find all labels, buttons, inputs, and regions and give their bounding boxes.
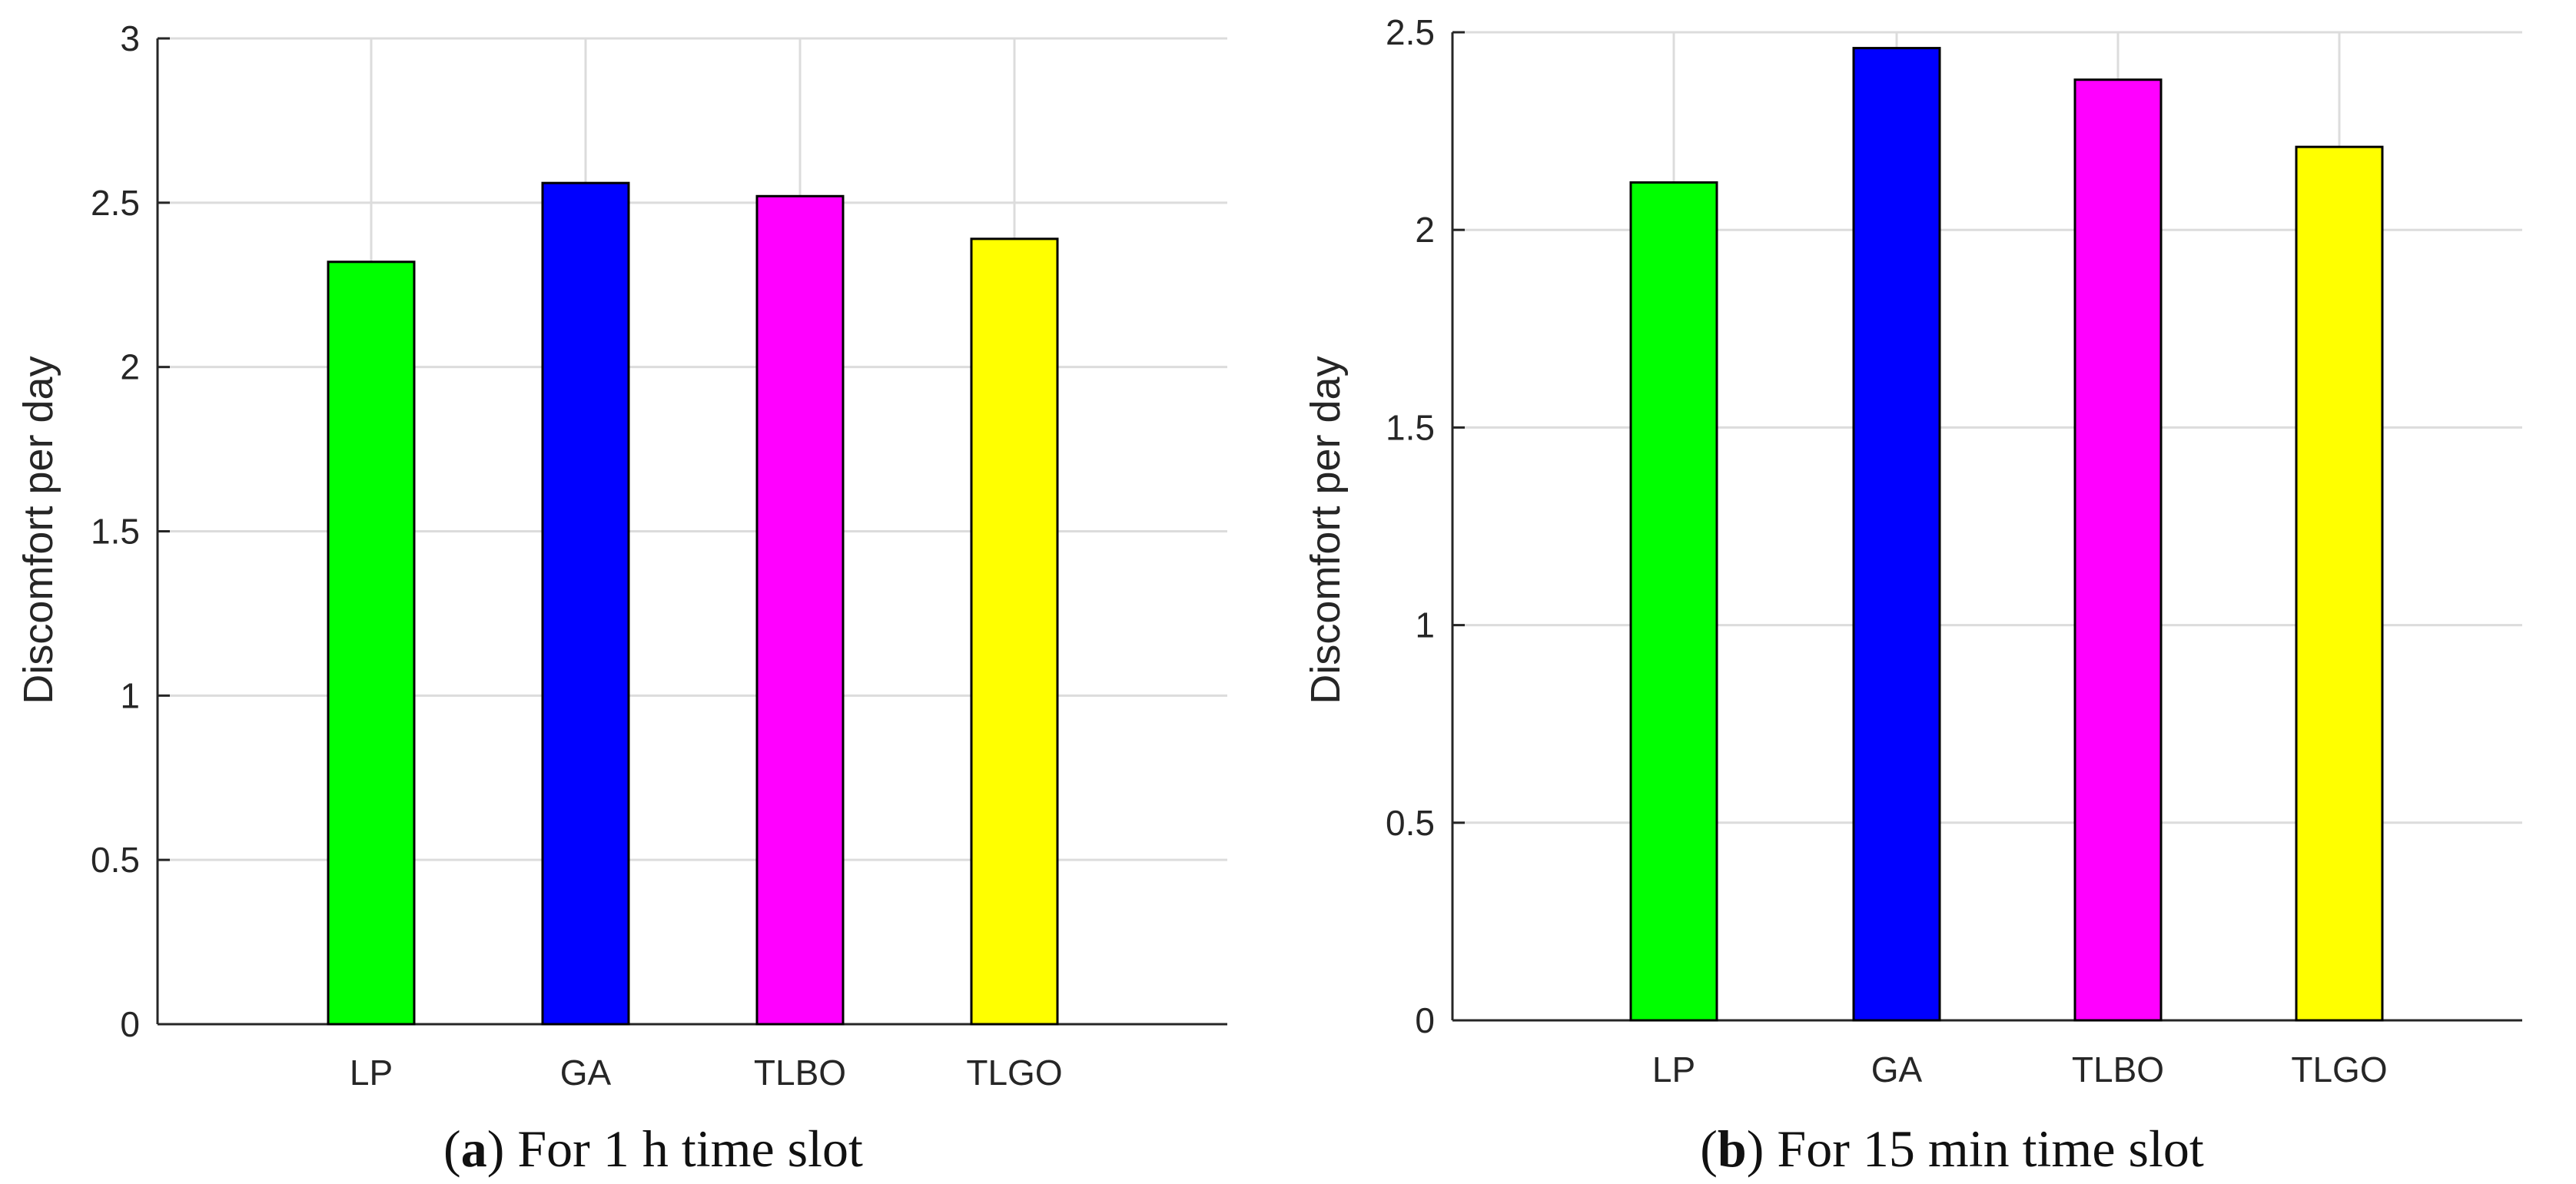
caption-text-b: For 15 min time slot xyxy=(1777,1119,2203,1178)
bar-ga-b xyxy=(1852,47,1941,1022)
y-tick-label-b: 1.5 xyxy=(1386,407,1435,447)
y-tick-label-b: 1 xyxy=(1415,605,1435,645)
y-tick-label-b: 0 xyxy=(1415,1000,1435,1040)
caption-letter-a: a xyxy=(461,1119,487,1178)
caption-b: (b) For 15 min time slot xyxy=(1700,1119,2204,1178)
x-tick-label-a: TLGO xyxy=(966,1053,1062,1093)
y-tick-label-a: 0 xyxy=(120,1004,140,1044)
x-tick-label-a: GA xyxy=(560,1053,612,1093)
y-tick-labels-a: 0 0.5 1 1.5 2 2.5 3 xyxy=(91,18,140,1044)
grid-lines-a xyxy=(158,37,1227,1024)
chart-panel-a: 0 0.5 1 1.5 2 2.5 3 LP GA TLBO TLGO Discomfort pe… xyxy=(15,18,1227,1178)
bar-lp-b xyxy=(1629,181,1718,1022)
bar-ga-a xyxy=(541,181,630,1026)
y-tick-label-b: 2 xyxy=(1415,210,1435,250)
y-tick-label-a: 2 xyxy=(120,347,140,387)
y-tick-label-a: 0.5 xyxy=(91,840,140,880)
caption-text-a: For 1 h time slot xyxy=(517,1119,863,1178)
caption-letter-b: b xyxy=(1718,1119,1747,1178)
y-tick-label-a: 1 xyxy=(120,675,140,715)
bar-tlbo-b xyxy=(2073,78,2163,1022)
x-tick-labels-b: LP GA TLBO TLGO xyxy=(1652,1050,2388,1089)
x-tick-label-a: LP xyxy=(350,1053,393,1093)
x-tick-label-b: GA xyxy=(1871,1050,1923,1089)
y-tick-label-a: 3 xyxy=(120,18,140,58)
bar-tlgo-b xyxy=(2295,145,2384,1022)
y-axis-label-a: Discomfort per day xyxy=(15,356,61,704)
x-tick-label-a: TLBO xyxy=(754,1053,846,1093)
y-tick-label-b: 0.5 xyxy=(1386,803,1435,843)
caption-a: (a) For 1 h time slot xyxy=(443,1119,863,1178)
bars-a xyxy=(327,181,1059,1026)
bar-tlgo-a xyxy=(970,237,1059,1026)
chart-panel-b: 0 0.5 1 1.5 2 2.5 LP GA TLBO TLGO Discomfort per… xyxy=(1303,12,2522,1178)
x-tick-labels-a: LP GA TLBO TLGO xyxy=(350,1053,1063,1093)
y-tick-label-a: 2.5 xyxy=(91,183,140,223)
x-tick-label-b: TLGO xyxy=(2291,1050,2387,1089)
bar-tlbo-a xyxy=(755,194,845,1026)
y-tick-label-b: 2.5 xyxy=(1386,12,1435,52)
bar-lp-a xyxy=(327,260,416,1026)
x-tick-label-b: LP xyxy=(1652,1050,1695,1089)
y-tick-labels-b: 0 0.5 1 1.5 2 2.5 xyxy=(1386,12,1435,1040)
x-tick-label-b: TLBO xyxy=(2072,1050,2164,1089)
y-axis-label-b: Discomfort per day xyxy=(1303,356,1349,704)
bars-b xyxy=(1629,47,2384,1022)
y-tick-label-a: 1.5 xyxy=(91,512,140,552)
